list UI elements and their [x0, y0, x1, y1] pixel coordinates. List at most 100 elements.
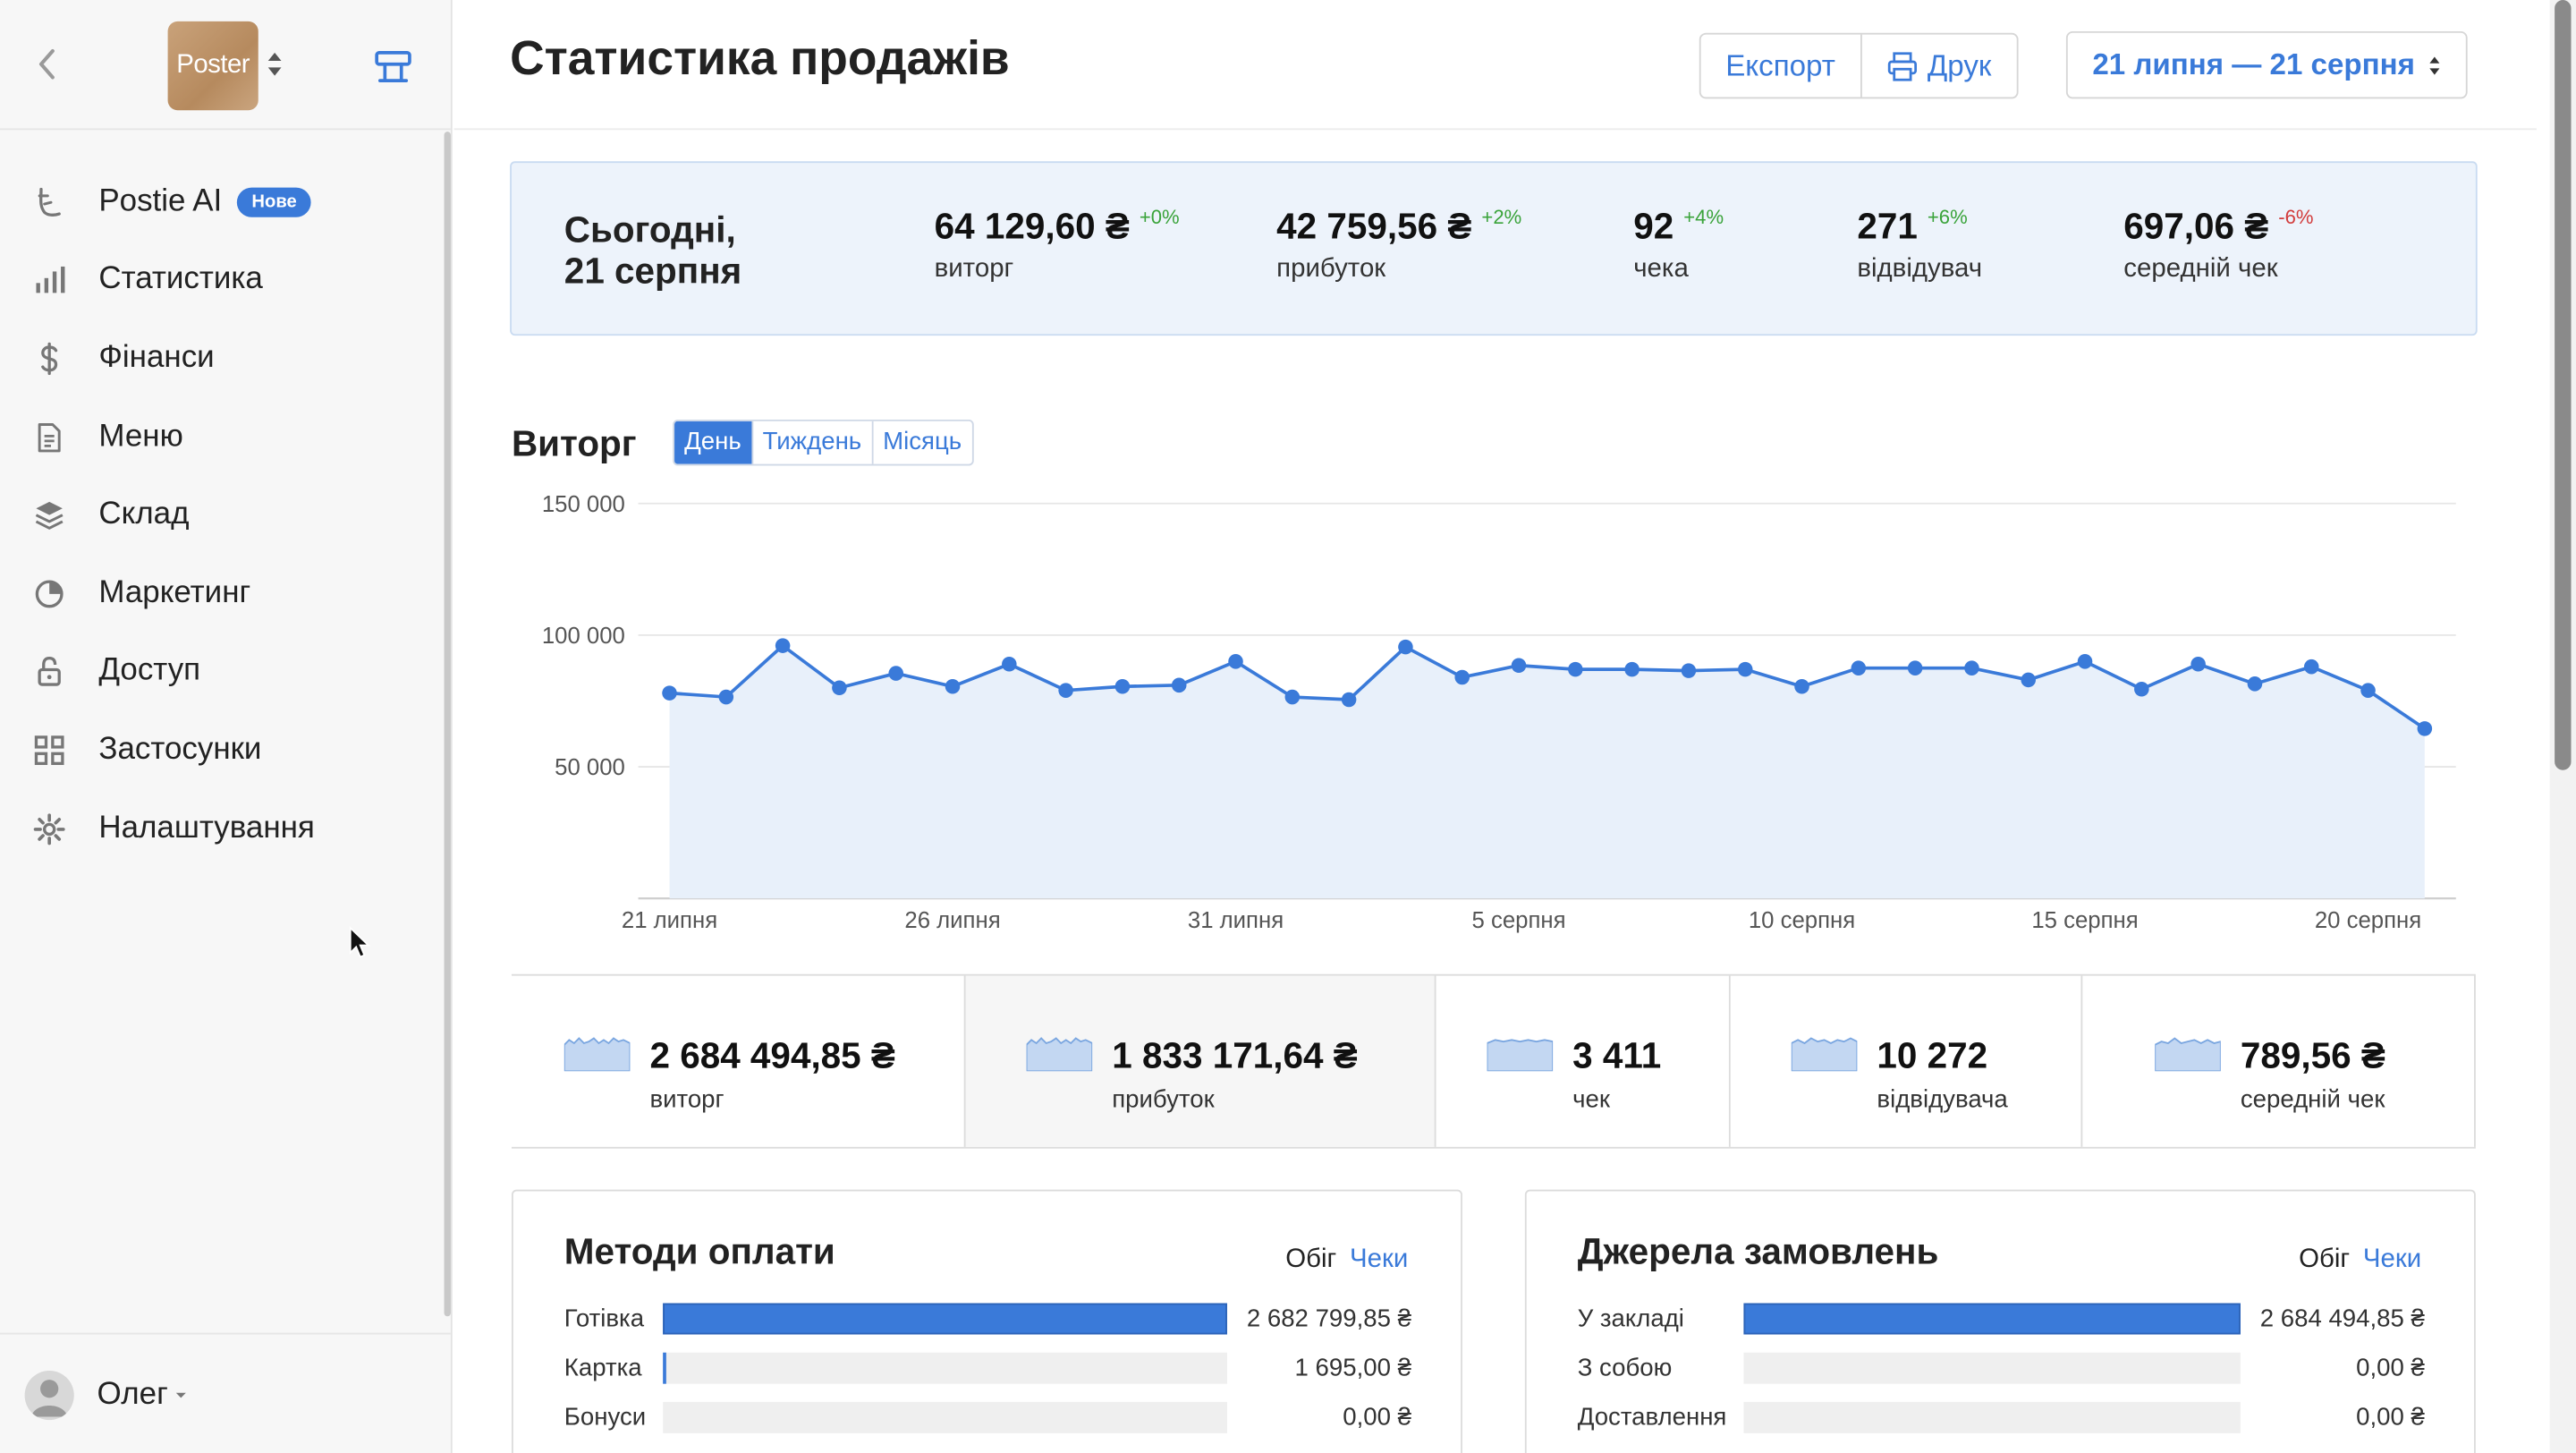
- back-arrow-icon[interactable]: [30, 43, 65, 86]
- sparkline-icon: [1791, 1037, 1858, 1072]
- today-label: Сьогодні, 21 серпня: [564, 209, 741, 292]
- kpi-profit: 42 759,56 ₴ +2% прибуток: [1276, 206, 1521, 285]
- avatar: [24, 1370, 74, 1420]
- payment-methods-card: Методи оплати Обіг Чеки Готівка 2 682 799…: [511, 1189, 1462, 1453]
- grid-icon: [34, 735, 64, 765]
- receipts-toggle[interactable]: Чеки: [1349, 1245, 1409, 1274]
- sidebar-item-settings[interactable]: Налаштування: [0, 789, 451, 868]
- x-tick-label: 15 серпня: [2031, 908, 2138, 933]
- sidebar-nav: Postie AI Нове Статистика Фінанси Меню С…: [0, 130, 451, 868]
- print-button[interactable]: Друк: [1860, 34, 2015, 98]
- main-content: Статистика продажів Експорт Друк 21 липн…: [453, 0, 2550, 1453]
- data-point: [2077, 654, 2093, 669]
- card-title: Джерела замовлень: [1577, 1230, 1939, 1272]
- user-name: Олег: [97, 1376, 168, 1412]
- kpi-label: прибуток: [1276, 255, 1386, 284]
- summary-label: прибуток: [1112, 1085, 1215, 1115]
- data-point: [2417, 721, 2433, 736]
- lock-icon: [38, 657, 61, 687]
- data-point: [662, 685, 677, 701]
- turnover-toggle[interactable]: Обіг: [2299, 1245, 2351, 1274]
- sidebar-item-warehouse[interactable]: Склад: [0, 476, 451, 555]
- dollar-icon: [41, 342, 58, 376]
- date-range-picker[interactable]: 21 липня — 21 серпня: [2065, 30, 2468, 99]
- period-summary: 2 684 494,85 ₴ виторг 1 833 171,64 ₴ при…: [511, 973, 2476, 1149]
- kpi-label: відвідувач: [1857, 255, 1983, 284]
- sidebar-item-finance[interactable]: Фінанси: [0, 319, 451, 398]
- summary-label: середній чек: [2240, 1085, 2385, 1115]
- today-label-line2: 21 серпня: [564, 250, 742, 292]
- sidebar-item-apps[interactable]: Застосунки: [0, 711, 451, 790]
- kpi-delta: -6%: [2278, 205, 2314, 229]
- period-month-tab[interactable]: Місяць: [871, 421, 971, 464]
- page-scrollbar[interactable]: [2549, 0, 2576, 1453]
- summary-visitors: 10 272 відвідувача: [1728, 975, 2083, 1147]
- page-scrollbar-thumb[interactable]: [2555, 0, 2572, 770]
- summary-label: виторг: [649, 1085, 724, 1115]
- turnover-toggle[interactable]: Обіг: [1285, 1245, 1337, 1274]
- page-header: Статистика продажів Експорт Друк 21 липн…: [453, 0, 2537, 131]
- x-tick-label: 5 серпня: [1471, 908, 1565, 933]
- data-point: [1058, 683, 1073, 698]
- sidebar-item-menu[interactable]: Меню: [0, 398, 451, 477]
- account-switch-icon[interactable]: [265, 49, 284, 79]
- bar-value: 2 684 494,85 ₴: [2259, 1304, 2425, 1333]
- data-point: [2303, 659, 2319, 675]
- bar-value: 1 695,00 ₴: [1294, 1354, 1411, 1382]
- period-day-tab[interactable]: День: [674, 421, 751, 464]
- sidebar-item-marketing[interactable]: Маркетинг: [0, 555, 451, 633]
- sort-arrows-icon: [2429, 55, 2440, 74]
- pos-terminal-icon[interactable]: [372, 46, 415, 85]
- brand-logo[interactable]: Poster: [167, 21, 258, 111]
- bar-track: [1743, 1352, 2241, 1384]
- kpi-receipts: 92 +4% чека: [1633, 206, 1724, 285]
- summary-revenue: 2 684 494,85 ₴ виторг: [512, 976, 964, 1147]
- sidebar-item-statistics[interactable]: Статистика: [0, 242, 451, 320]
- x-tick-label: 21 липня: [622, 908, 717, 933]
- data-point: [1681, 663, 1697, 678]
- bar-track: [663, 1401, 1227, 1433]
- export-label: Експорт: [1725, 48, 1835, 82]
- bar-fill: [663, 1303, 1227, 1335]
- bar-row: У закладі 2 684 494,85 ₴: [1578, 1302, 2425, 1338]
- y-tick-label: 150 000: [542, 492, 625, 517]
- data-point: [2134, 681, 2149, 697]
- sidebar-item-postie-ai[interactable]: Postie AI Нове: [0, 163, 451, 242]
- user-menu[interactable]: Олег: [0, 1332, 451, 1453]
- kpi-delta: +0%: [1139, 205, 1180, 229]
- data-point: [1964, 660, 1979, 676]
- sidebar-item-access[interactable]: Доступ: [0, 633, 451, 711]
- sparkline-icon: [1026, 1037, 1093, 1072]
- data-point: [945, 678, 961, 694]
- data-point: [1737, 661, 1753, 677]
- order-sources-card: Джерела замовлень Обіг Чеки У закладі 2 6…: [1524, 1189, 2476, 1453]
- receipts-toggle[interactable]: Чеки: [2362, 1245, 2422, 1274]
- data-point: [832, 680, 847, 696]
- series-line: [669, 643, 2426, 730]
- summary-average-check: 789,56 ₴ середній чек: [2082, 975, 2476, 1147]
- data-point: [1851, 660, 1867, 676]
- kpi-visitors: 271 +6% відвідувач: [1857, 206, 1982, 285]
- new-badge: Нове: [236, 187, 312, 217]
- revenue-section-title: Виторг: [511, 422, 637, 464]
- bar-label: Доставлення: [1577, 1403, 1727, 1432]
- x-tick-label: 31 липня: [1188, 908, 1284, 933]
- sparkline-icon: [564, 1037, 631, 1072]
- summary-value: 1 833 171,64 ₴: [1112, 1034, 1358, 1076]
- data-point: [718, 689, 734, 705]
- data-point: [1398, 639, 1413, 655]
- pie-icon: [35, 580, 64, 608]
- export-button[interactable]: Експорт: [1701, 35, 1860, 98]
- series-area: [669, 645, 2425, 899]
- sidebar-item-label: Доступ: [98, 653, 201, 689]
- kpi-label: виторг: [934, 255, 1014, 284]
- bar-track: [663, 1352, 1227, 1384]
- bar-row: Картка 1 695,00 ₴: [564, 1351, 1411, 1387]
- metric-toggle: Обіг Чеки: [1285, 1245, 1408, 1275]
- sidebar-scrollbar[interactable]: [444, 132, 451, 1317]
- gear-icon: [33, 812, 65, 845]
- bar-row: З собою 0,00 ₴: [1578, 1351, 2425, 1387]
- period-week-tab[interactable]: Тиждень: [750, 421, 871, 464]
- data-point: [1568, 661, 1583, 677]
- postie-icon: [38, 187, 61, 217]
